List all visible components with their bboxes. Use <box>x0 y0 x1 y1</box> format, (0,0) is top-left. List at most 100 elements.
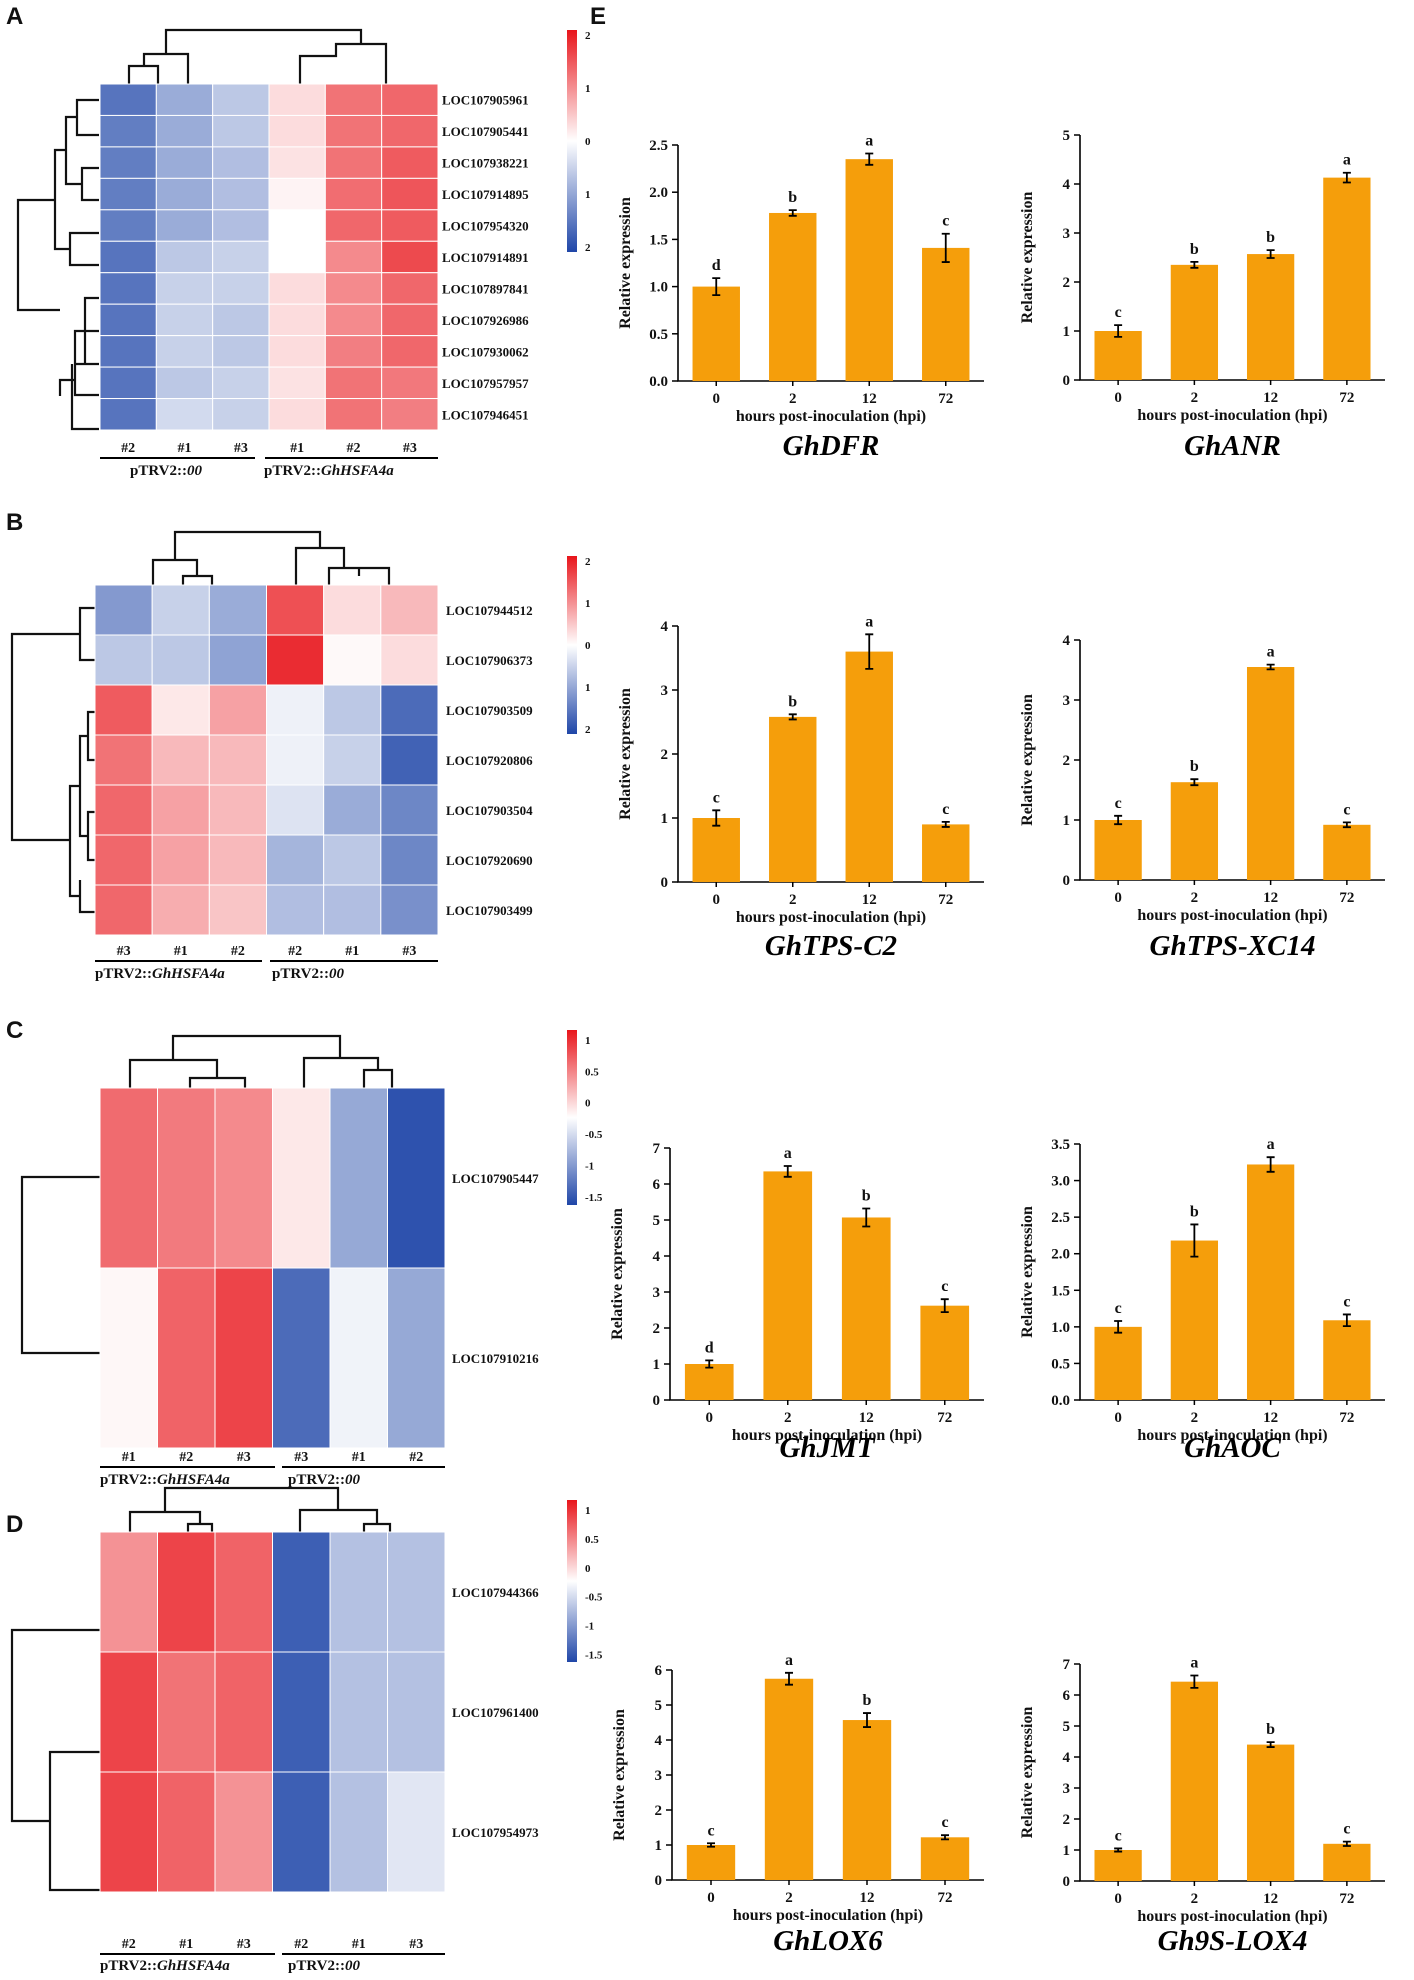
error-bar <box>1114 324 1123 338</box>
y-axis-label: Relative expression <box>609 1208 626 1340</box>
significance-letter: b <box>863 1692 872 1709</box>
significance-letter: b <box>1190 758 1199 775</box>
heatmap-cell <box>99 146 157 179</box>
heatmap-cell <box>99 1087 158 1269</box>
x-tick-label: 2 <box>789 892 797 908</box>
color-legend-tick: 2 <box>585 30 591 42</box>
x-tick-label: 0 <box>1114 1891 1122 1907</box>
bar <box>692 286 740 381</box>
error-bar <box>941 820 950 828</box>
y-tick-label: 5 <box>655 1698 663 1714</box>
color-legend-tick: 1 <box>585 83 591 95</box>
heatmap-cell <box>151 884 210 936</box>
heatmap-cell <box>99 177 157 211</box>
heatmap-cell <box>324 303 383 337</box>
error-bar <box>1266 1741 1275 1748</box>
heatmap-cell <box>151 784 210 836</box>
heatmap-cell <box>212 209 270 242</box>
gene-label: LOC107920806 <box>446 753 533 768</box>
heatmap-cell <box>99 272 157 305</box>
heatmap-cell <box>155 303 214 337</box>
significance-letter: d <box>705 1339 714 1356</box>
significance-letter: c <box>941 1278 948 1295</box>
heatmap-cell <box>268 114 326 148</box>
gene-label: LOC107954320 <box>442 219 529 234</box>
gene-label: LOC107903509 <box>446 703 533 718</box>
replicate-label: #1 <box>352 1937 366 1952</box>
bar <box>1246 1164 1295 1400</box>
gene-label: LOC107926986 <box>442 313 529 328</box>
bar <box>764 1678 814 1880</box>
heatmap-cell <box>214 1267 273 1449</box>
color-legend-tick: 1 <box>585 682 591 694</box>
y-tick-label: 5 <box>1063 1719 1071 1735</box>
color-legend-tick: -1.5 <box>585 1192 603 1204</box>
y-tick-label: 7 <box>1063 1657 1071 1673</box>
y-tick-label: 0 <box>661 875 669 891</box>
y-tick-label: 2 <box>1063 1812 1071 1828</box>
x-tick-label: 2 <box>1191 1891 1199 1907</box>
replicate-label: #1 <box>345 944 359 959</box>
heatmap-cell <box>381 398 439 431</box>
y-tick-label: 3.5 <box>1051 1137 1070 1153</box>
heatmap-cell <box>268 335 326 368</box>
x-tick-label: 72 <box>938 892 953 908</box>
significance-letter: c <box>1343 1821 1350 1838</box>
y-tick-label: 2 <box>1063 275 1071 291</box>
y-tick-label: 5 <box>1063 128 1071 144</box>
y-tick-label: 0 <box>1063 1874 1071 1890</box>
bar <box>1094 1326 1142 1400</box>
x-tick-label: 72 <box>937 1410 952 1426</box>
significance-letter: a <box>1190 1654 1198 1671</box>
heatmap-cell <box>94 584 153 636</box>
y-axis-label: Relative expression <box>617 688 634 820</box>
significance-letter: a <box>785 1652 793 1669</box>
chart-title: GhLOX6 <box>773 1925 883 1957</box>
gene-label: LOC107905441 <box>442 124 529 139</box>
heatmap-cell <box>268 83 326 116</box>
y-tick-label: 1 <box>1063 813 1071 829</box>
heatmap-cell <box>157 1531 216 1653</box>
significance-letter: a <box>1267 644 1275 661</box>
heatmap-cell <box>329 1531 388 1653</box>
color-legend-tick: 1 <box>585 189 591 201</box>
heatmap-cell <box>99 1651 158 1773</box>
heatmap-cell <box>212 398 270 431</box>
bar <box>763 1171 813 1400</box>
error-bar <box>1114 1320 1123 1334</box>
y-tick-label: 2.5 <box>649 138 668 154</box>
heatmap-cell <box>323 784 382 836</box>
gene-label: LOC107920690 <box>446 853 533 868</box>
replicate-label: #1 <box>352 1450 366 1465</box>
heatmap-cell <box>99 366 157 400</box>
gene-label: LOC107897841 <box>442 281 529 296</box>
color-legend-tick: -1.5 <box>585 1649 603 1661</box>
y-tick-label: 2 <box>1063 753 1071 769</box>
heatmap-cell <box>151 584 210 636</box>
heatmap-cell <box>387 1771 446 1893</box>
bar <box>920 1305 970 1400</box>
significance-letter: b <box>862 1187 871 1204</box>
heatmap-cell <box>380 634 439 686</box>
y-tick-label: 3 <box>1063 693 1071 709</box>
y-tick-label: 5 <box>653 1213 661 1229</box>
x-tick-label: 2 <box>785 1890 793 1906</box>
chart-title: GhTPS-C2 <box>765 930 897 962</box>
heatmap-cell <box>214 1651 273 1773</box>
y-tick-label: 2 <box>655 1803 663 1819</box>
gene-label: LOC107944366 <box>452 1585 539 1600</box>
error-bar <box>1342 171 1351 184</box>
y-tick-label: 0 <box>1063 373 1071 389</box>
group-label-prefix: pTRV2:: <box>288 1958 345 1974</box>
heatmap-cell <box>329 1651 388 1773</box>
y-tick-label: 2 <box>653 1321 661 1337</box>
bar <box>1323 1843 1371 1881</box>
x-tick-label: 2 <box>1191 390 1199 406</box>
significance-letter: d <box>712 257 721 274</box>
gene-label: LOC107961400 <box>452 1705 539 1720</box>
dendrograms <box>10 28 394 1892</box>
color-legend-bar <box>567 556 577 734</box>
y-tick-label: 3.0 <box>1051 1174 1070 1190</box>
